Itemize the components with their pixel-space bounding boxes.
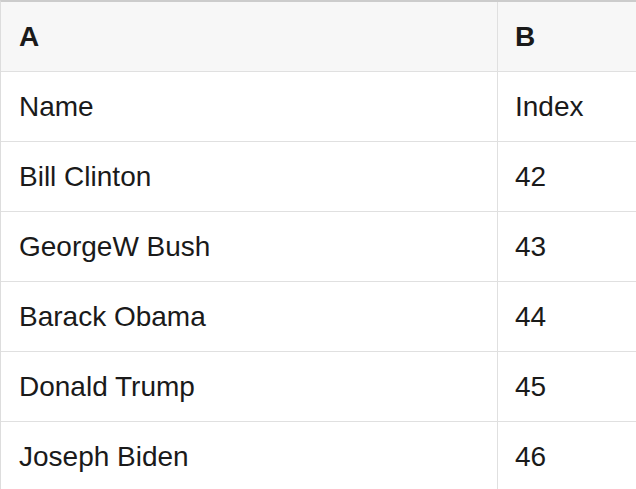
table-row: GeorgeW Bush 43	[1, 212, 636, 282]
cell-a4[interactable]: Barack Obama	[1, 282, 498, 351]
cell-b6[interactable]: 46	[498, 422, 636, 489]
column-header-row: A B	[1, 2, 636, 72]
cell-b2[interactable]: 42	[498, 142, 636, 211]
cell-b3[interactable]: 43	[498, 212, 636, 281]
cell-a6[interactable]: Joseph Biden	[1, 422, 498, 489]
table-row: Joseph Biden 46	[1, 422, 636, 489]
cell-a5[interactable]: Donald Trump	[1, 352, 498, 421]
cell-b5[interactable]: 45	[498, 352, 636, 421]
cell-b1[interactable]: Index	[498, 72, 636, 141]
spreadsheet-table: A B Name Index Bill Clinton 42 GeorgeW B…	[0, 0, 636, 489]
cell-a2[interactable]: Bill Clinton	[1, 142, 498, 211]
column-header-b[interactable]: B	[498, 2, 636, 71]
table-row: Barack Obama 44	[1, 282, 636, 352]
cell-a1[interactable]: Name	[1, 72, 498, 141]
column-header-a[interactable]: A	[1, 2, 498, 71]
table-row: Bill Clinton 42	[1, 142, 636, 212]
cell-b4[interactable]: 44	[498, 282, 636, 351]
cell-a3[interactable]: GeorgeW Bush	[1, 212, 498, 281]
table-row: Name Index	[1, 72, 636, 142]
table-row: Donald Trump 45	[1, 352, 636, 422]
